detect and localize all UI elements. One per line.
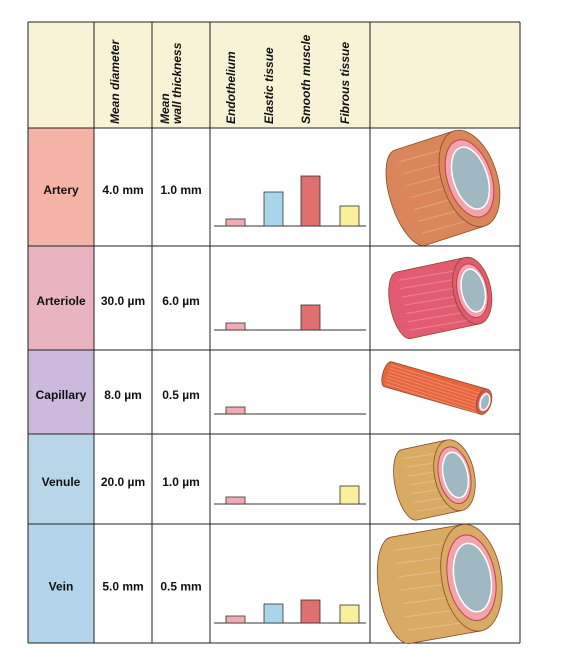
wall-thickness: 1.0 µm xyxy=(162,475,200,489)
row-label: Arteriole xyxy=(36,294,86,308)
row-label-bg xyxy=(28,246,94,350)
vessel-lumen xyxy=(450,146,491,210)
vessel-illustration xyxy=(393,439,476,521)
tissue-bar xyxy=(263,603,284,624)
vessel-lumen xyxy=(460,268,487,313)
vessel-texture xyxy=(387,373,484,406)
vessel-illustration xyxy=(381,361,493,415)
vessel-texture xyxy=(388,370,485,403)
tissue-header: Smooth muscle xyxy=(299,34,313,124)
tissue-bar xyxy=(225,218,246,227)
diameter: 20.0 µm xyxy=(101,475,145,489)
vessel-texture xyxy=(408,318,479,331)
vessel-lumen xyxy=(441,451,470,499)
tissue-bar xyxy=(225,322,246,331)
row-label-bg xyxy=(28,350,94,434)
diameter: 8.0 µm xyxy=(104,388,142,402)
row-label: Venule xyxy=(42,475,81,489)
vessel-texture xyxy=(390,364,487,396)
tissue-bar xyxy=(225,496,246,505)
vessel-illustration xyxy=(388,256,493,339)
column-header: Mean xyxy=(158,93,172,124)
vessel-lumen xyxy=(479,393,491,411)
tissue-bar xyxy=(339,205,360,227)
row-label-bg xyxy=(28,434,94,524)
wall-thickness: 1.0 mm xyxy=(160,183,201,197)
column-header: wall thickness xyxy=(170,42,184,124)
wall-thickness: 0.5 mm xyxy=(160,580,201,594)
tissue-bar xyxy=(225,615,246,624)
diameter: 4.0 mm xyxy=(102,183,143,197)
wall-thickness: 0.5 µm xyxy=(162,388,200,402)
row-label: Artery xyxy=(43,183,79,197)
diameter: 30.0 µm xyxy=(101,294,145,308)
tissue-bar xyxy=(300,304,321,331)
row-label: Vein xyxy=(49,580,74,594)
vessel-illustration xyxy=(385,129,501,246)
tissue-bar xyxy=(300,599,321,624)
header-bg xyxy=(28,22,520,128)
row-label-bg xyxy=(28,524,94,643)
tissue-bar xyxy=(225,406,246,415)
row-label-bg xyxy=(28,128,94,246)
tissue-bar xyxy=(339,604,360,624)
row-label: Capillary xyxy=(36,388,87,402)
vessel-body xyxy=(381,361,489,415)
vessel-texture xyxy=(385,379,482,412)
diameter: 5.0 mm xyxy=(102,580,143,594)
tissue-bar xyxy=(339,485,360,505)
column-header: Mean diameter xyxy=(108,39,122,124)
tissue-bar xyxy=(300,175,321,227)
vessel-texture xyxy=(386,376,483,409)
wall-thickness: 6.0 µm xyxy=(162,294,200,308)
tissue-bar xyxy=(263,191,284,227)
tissue-header: Elastic tissue xyxy=(262,47,276,124)
vessel-lumen xyxy=(452,542,493,613)
vessel-texture xyxy=(385,383,481,415)
vessel-texture xyxy=(389,367,486,399)
tissue-header: Endothelium xyxy=(224,51,238,124)
vessel-illustration xyxy=(376,523,503,644)
tissue-header: Fibrous tissue xyxy=(338,42,352,124)
